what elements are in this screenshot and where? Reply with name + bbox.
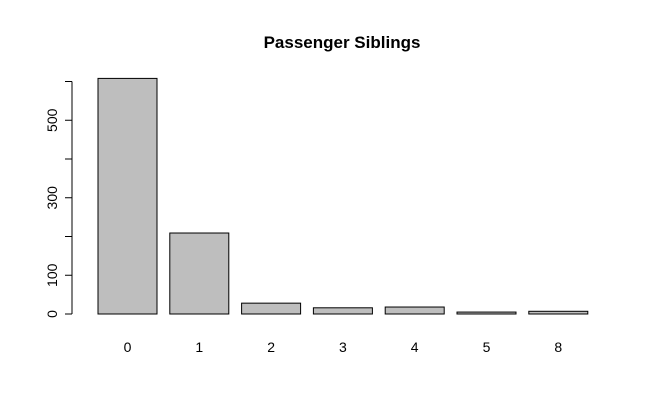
chart-title: Passenger Siblings <box>264 33 421 52</box>
y-tick-label: 500 <box>44 108 60 132</box>
bar-8 <box>528 310 589 315</box>
x-tick-label: 5 <box>483 339 491 355</box>
bar-1 <box>169 232 230 315</box>
x-tick-label: 8 <box>554 339 562 355</box>
x-tick-label: 3 <box>339 339 347 355</box>
y-axis: 0 100 300 500 <box>44 81 73 318</box>
bar-0 <box>97 77 158 315</box>
y-tick-label: 0 <box>44 310 60 318</box>
x-tick-label: 4 <box>411 339 419 355</box>
x-axis-labels: 0 1 2 3 4 5 8 <box>124 339 563 355</box>
bar-5 <box>456 311 517 315</box>
y-tick-label: 300 <box>44 186 60 210</box>
x-tick-label: 0 <box>124 339 132 355</box>
bar-4 <box>384 306 445 315</box>
y-tick-label: 100 <box>44 263 60 287</box>
x-tick-label: 2 <box>267 339 275 355</box>
bars <box>97 77 589 315</box>
bar-3 <box>312 307 373 315</box>
bar-2 <box>241 302 302 315</box>
x-tick-label: 1 <box>195 339 203 355</box>
